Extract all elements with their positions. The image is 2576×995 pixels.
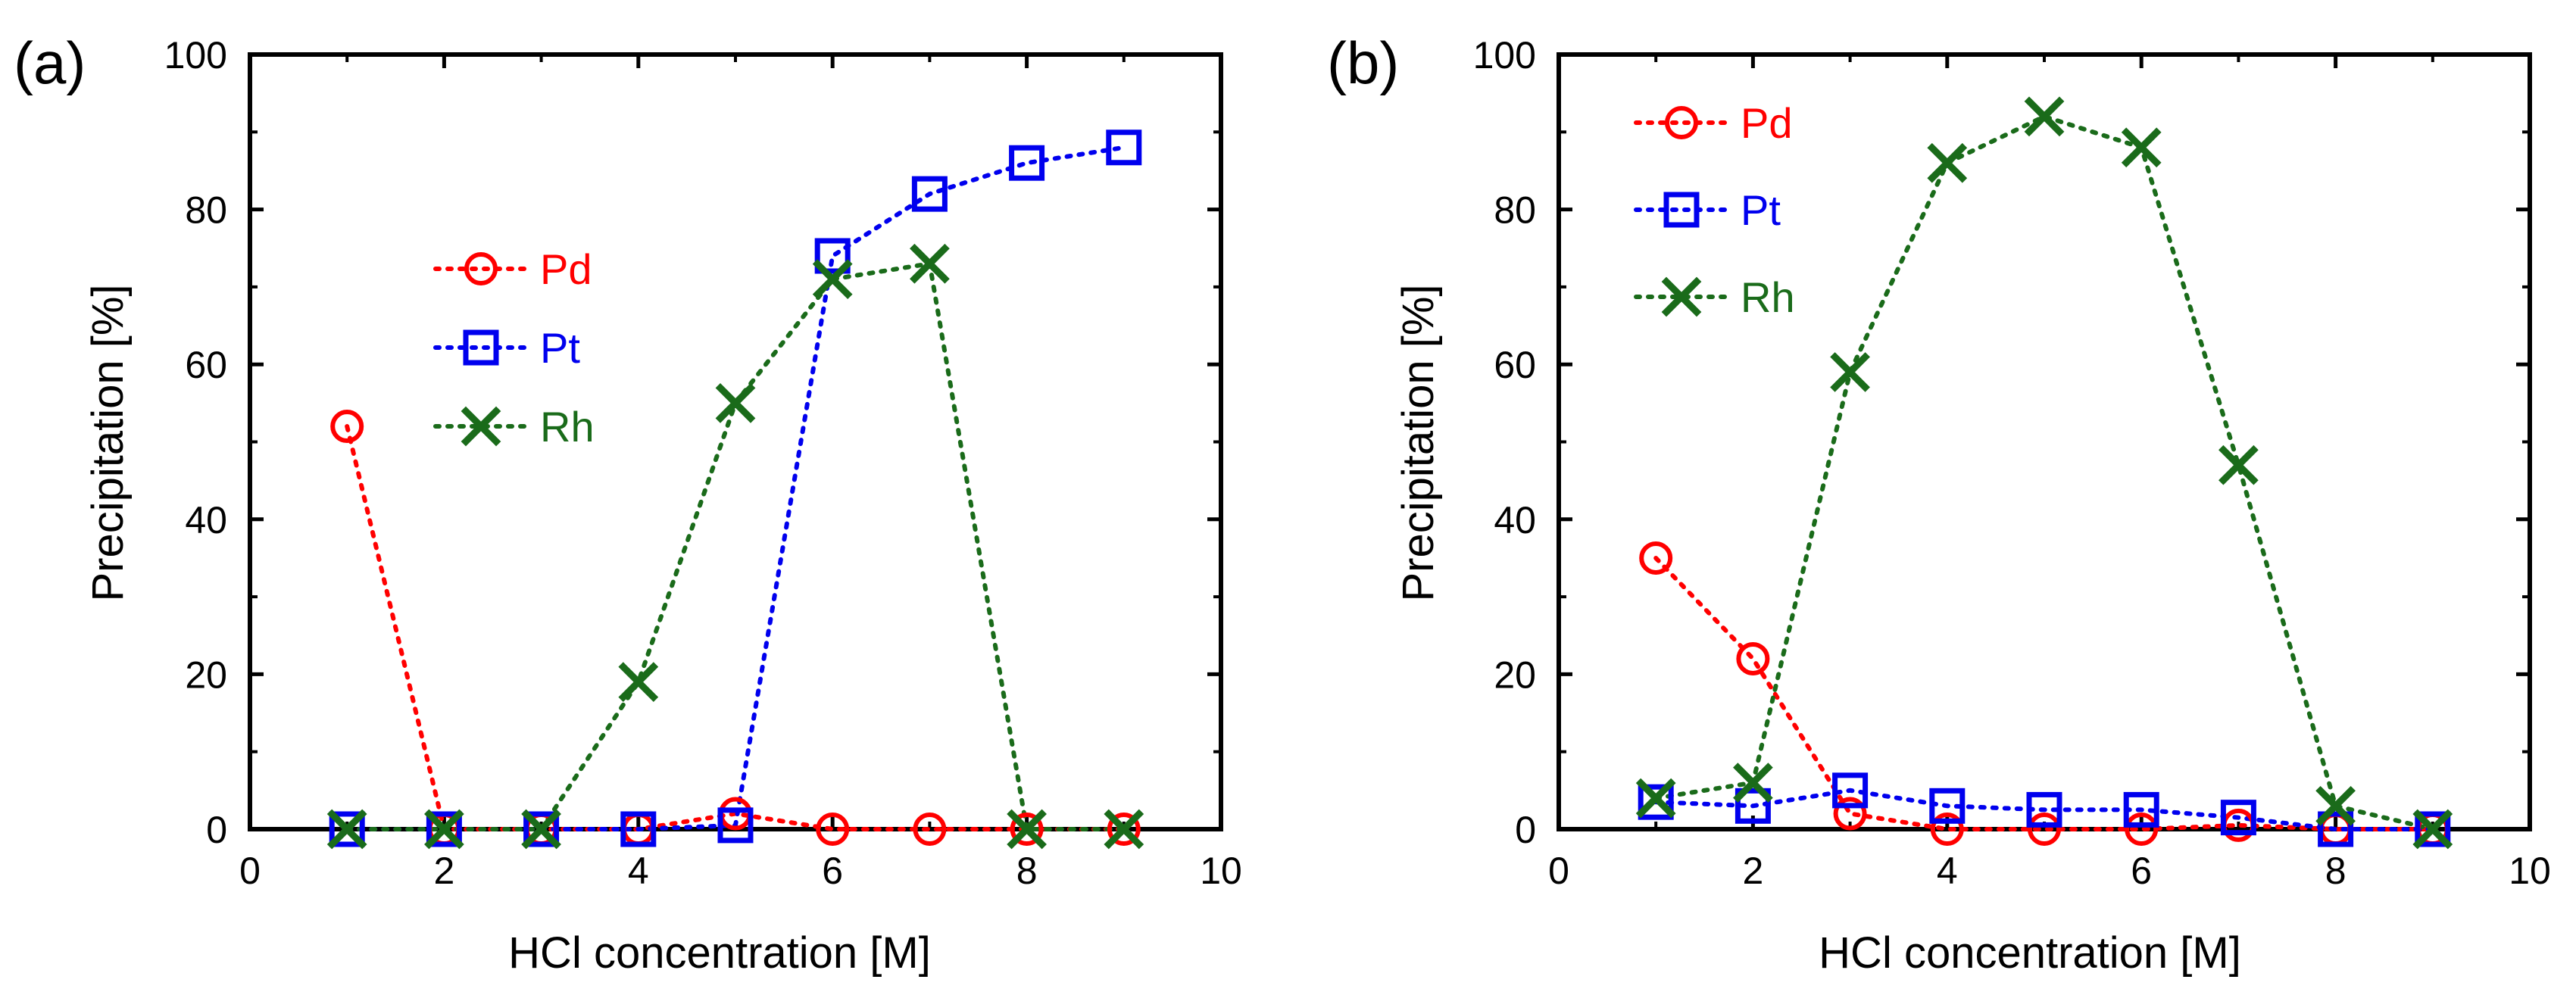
data-point-pd bbox=[1107, 813, 1141, 846]
data-point-pt bbox=[426, 811, 462, 847]
legend-marker bbox=[1661, 276, 1702, 317]
series-line-pt bbox=[345, 145, 1126, 831]
legend: Pd Pt Rh bbox=[433, 245, 595, 451]
data-point-pd bbox=[1930, 813, 1964, 846]
data-point-pt bbox=[2220, 800, 2256, 836]
data-point-pt bbox=[814, 238, 851, 274]
x-tick-label: 10 bbox=[1200, 850, 1242, 892]
panel-label: (b) bbox=[1327, 30, 1399, 96]
data-point-rh bbox=[2121, 127, 2162, 168]
legend: Pd Pt Rh bbox=[1634, 99, 1795, 321]
x-tick-label: 6 bbox=[2131, 850, 2152, 892]
data-point-rh bbox=[424, 809, 464, 850]
data-point-rh bbox=[618, 662, 659, 702]
y-tick-label: 20 bbox=[185, 653, 227, 696]
data-point-rh bbox=[1635, 778, 1676, 819]
y-tick-label: 40 bbox=[185, 499, 227, 541]
x-tick-label: 8 bbox=[2325, 850, 2347, 892]
data-point-rh bbox=[1733, 763, 1773, 803]
data-point-pt bbox=[2123, 791, 2159, 828]
data-point-rh bbox=[1104, 809, 1144, 850]
legend-label: Pt bbox=[540, 324, 580, 372]
y-tick-label: 0 bbox=[206, 809, 227, 851]
legend-label: Pd bbox=[1741, 99, 1793, 147]
data-point-rh bbox=[2218, 444, 2259, 485]
data-point-rh bbox=[2315, 785, 2356, 826]
data-point-pd bbox=[1736, 641, 1770, 675]
y-tick-label: 0 bbox=[1515, 809, 1536, 851]
data-point-rh bbox=[1927, 142, 1968, 183]
legend-marker bbox=[464, 252, 498, 285]
data-point-pt bbox=[1735, 788, 1771, 824]
data-point-pt bbox=[1832, 772, 1869, 809]
series-line-pt bbox=[1653, 788, 2435, 831]
data-point-pt bbox=[2318, 811, 2354, 847]
y-tick-label: 80 bbox=[1494, 189, 1536, 232]
data-point-pt bbox=[329, 811, 365, 847]
data-point-rh bbox=[2412, 809, 2453, 850]
data-point-pt bbox=[2415, 811, 2451, 847]
y-tick-label: 80 bbox=[185, 189, 227, 232]
data-point-rh bbox=[812, 259, 853, 300]
y-tick-label: 40 bbox=[1494, 499, 1536, 541]
x-tick-label: 4 bbox=[628, 850, 649, 892]
legend-marker bbox=[461, 406, 501, 447]
data-point-pd bbox=[1833, 797, 1867, 831]
data-point-pd bbox=[913, 813, 947, 846]
x-tick-label: 10 bbox=[2509, 850, 2551, 892]
data-point-rh bbox=[910, 243, 950, 284]
legend-label: Rh bbox=[540, 403, 595, 451]
data-point-pd bbox=[1010, 813, 1044, 846]
data-point-pt bbox=[911, 176, 948, 212]
x-tick-label: 6 bbox=[822, 850, 843, 892]
legend-label: Rh bbox=[1741, 273, 1795, 321]
legend-marker bbox=[463, 329, 499, 366]
y-tick-label: 100 bbox=[1473, 34, 1536, 76]
y-tick-label: 20 bbox=[1494, 653, 1536, 696]
legend-marker bbox=[1663, 192, 1700, 228]
data-point-rh bbox=[715, 382, 756, 423]
y-tick-label: 60 bbox=[1494, 344, 1536, 386]
data-point-rh bbox=[2024, 96, 2065, 137]
legend-label: Pd bbox=[540, 245, 592, 293]
data-point-rh bbox=[326, 809, 367, 850]
y-tick-label: 60 bbox=[185, 344, 227, 386]
y-axis-label: Precipitation [%] bbox=[83, 284, 133, 601]
data-point-pd bbox=[816, 813, 850, 846]
data-point-pd bbox=[1639, 541, 1673, 575]
data-point-pd bbox=[2125, 813, 2159, 846]
panel-label: (a) bbox=[14, 30, 86, 96]
x-tick-label: 0 bbox=[1548, 850, 1569, 892]
y-tick-label: 100 bbox=[164, 34, 227, 76]
data-point-pt bbox=[1638, 784, 1674, 820]
data-point-pd bbox=[2028, 813, 2061, 846]
series-line-pd bbox=[1653, 556, 2435, 831]
data-point-rh bbox=[1007, 809, 1047, 850]
x-tick-label: 4 bbox=[1937, 850, 1958, 892]
data-point-pt bbox=[620, 811, 657, 847]
data-point-pt bbox=[1106, 129, 1142, 166]
x-tick-label: 2 bbox=[1742, 850, 1763, 892]
data-point-pt bbox=[523, 811, 560, 847]
x-axis-label: HCl concentration [M] bbox=[1819, 928, 2241, 978]
data-point-rh bbox=[1830, 352, 1870, 392]
legend-label: Pt bbox=[1741, 186, 1781, 234]
data-point-pt bbox=[2026, 791, 2062, 828]
x-axis-label: HCl concentration [M] bbox=[508, 928, 931, 978]
data-point-pt bbox=[1009, 145, 1045, 181]
legend-marker bbox=[1665, 106, 1698, 139]
y-axis-label: Precipitation [%] bbox=[1394, 284, 1443, 601]
data-point-rh bbox=[521, 809, 561, 850]
x-tick-label: 0 bbox=[239, 850, 261, 892]
data-point-pt bbox=[1929, 788, 1966, 824]
data-point-pd bbox=[330, 410, 364, 444]
data-point-pt bbox=[717, 807, 754, 844]
x-tick-label: 8 bbox=[1016, 850, 1038, 892]
x-tick-label: 2 bbox=[433, 850, 454, 892]
